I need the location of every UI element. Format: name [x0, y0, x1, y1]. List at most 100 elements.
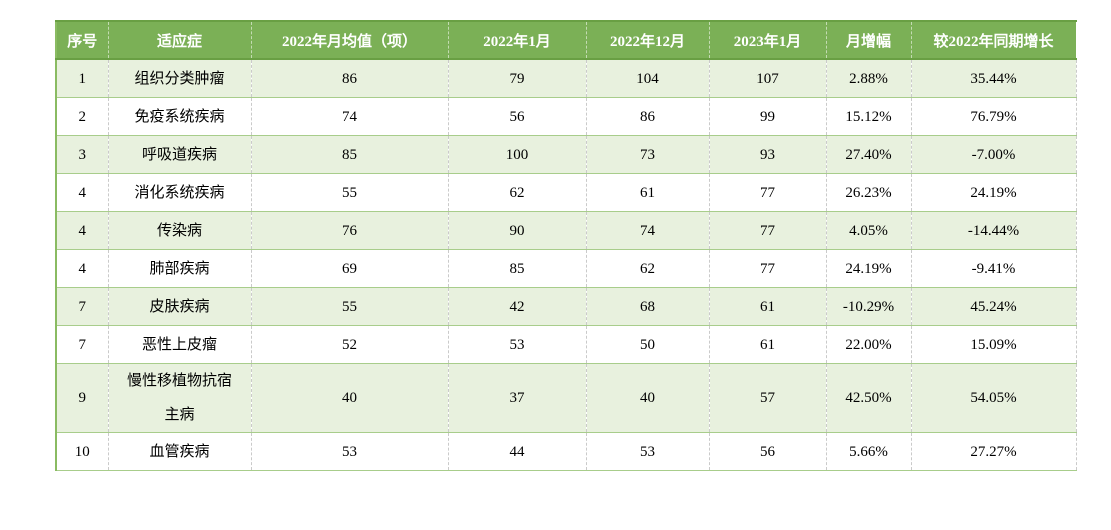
cell-value: 62	[448, 173, 587, 212]
cell-index: 2	[56, 97, 109, 136]
cell-value: -9.41%	[911, 249, 1077, 288]
cell-value: -7.00%	[911, 135, 1077, 174]
cell-value: 77	[709, 173, 827, 212]
cell-value: 54.05%	[911, 363, 1077, 433]
table-row: 2 免疫系统疾病 74 56 86 99 15.12% 76.79%	[56, 97, 1077, 136]
cell-index: 7	[56, 287, 109, 326]
column-header: 2022年12月	[586, 21, 710, 60]
cell-value: 42	[448, 287, 587, 326]
table-row: 9 慢性移植物抗宿主病 40 37 40 57 42.50% 54.05%	[56, 363, 1077, 433]
cell-value: 37	[448, 363, 587, 433]
cell-value: 56	[448, 97, 587, 136]
cell-value: 26.23%	[826, 173, 912, 212]
cell-index: 4	[56, 173, 109, 212]
column-header: 适应症	[108, 21, 252, 60]
cell-indication: 恶性上皮瘤	[108, 325, 252, 364]
cell-indication: 肺部疾病	[108, 249, 252, 288]
header-row: 序号 适应症 2022年月均值（项） 2022年1月 2022年12月 2023年1月 月增…	[56, 21, 1077, 60]
cell-value: 24.19%	[911, 173, 1077, 212]
cell-value: 5.66%	[826, 432, 912, 471]
cell-value: 35.44%	[911, 59, 1077, 98]
cell-value: 79	[448, 59, 587, 98]
column-header: 2022年1月	[448, 21, 587, 60]
cell-value: 52	[251, 325, 449, 364]
table-row: 3 呼吸道疾病 85 100 73 93 27.40% -7.00%	[56, 135, 1077, 174]
cell-value: 62	[586, 249, 710, 288]
cell-value: 4.05%	[826, 211, 912, 250]
table-row: 4 消化系统疾病 55 62 61 77 26.23% 24.19%	[56, 173, 1077, 212]
cell-value: -10.29%	[826, 287, 912, 326]
cell-value: 61	[709, 287, 827, 326]
cell-indication: 组织分类肿瘤	[108, 59, 252, 98]
cell-index: 4	[56, 249, 109, 288]
cell-value: 24.19%	[826, 249, 912, 288]
cell-value: 27.40%	[826, 135, 912, 174]
cell-value: 68	[586, 287, 710, 326]
cell-value: 56	[709, 432, 827, 471]
cell-value: 73	[586, 135, 710, 174]
cell-value: 61	[709, 325, 827, 364]
table-row: 1 组织分类肿瘤 86 79 104 107 2.88% 35.44%	[56, 59, 1077, 98]
cell-value: 85	[448, 249, 587, 288]
cell-value: 86	[586, 97, 710, 136]
cell-value: 74	[586, 211, 710, 250]
cell-value: 85	[251, 135, 449, 174]
cell-value: 53	[586, 432, 710, 471]
cell-index: 10	[56, 432, 109, 471]
table-row: 4 肺部疾病 69 85 62 77 24.19% -9.41%	[56, 249, 1077, 288]
column-header: 2022年月均值（项）	[251, 21, 449, 60]
cell-value: 99	[709, 97, 827, 136]
cell-value: -14.44%	[911, 211, 1077, 250]
cell-value: 86	[251, 59, 449, 98]
cell-value: 22.00%	[826, 325, 912, 364]
cell-index: 4	[56, 211, 109, 250]
cell-value: 40	[251, 363, 449, 433]
cell-value: 57	[709, 363, 827, 433]
cell-indication: 免疫系统疾病	[108, 97, 252, 136]
table-row: 4 传染病 76 90 74 77 4.05% -14.44%	[56, 211, 1077, 250]
cell-index: 7	[56, 325, 109, 364]
column-header: 较2022年同期增长	[911, 21, 1077, 60]
table-body: 1 组织分类肿瘤 86 79 104 107 2.88% 35.44% 2 免疫系统疾病 74 56 8…	[56, 59, 1077, 471]
cell-value: 27.27%	[911, 432, 1077, 471]
cell-value: 15.09%	[911, 325, 1077, 364]
cell-value: 42.50%	[826, 363, 912, 433]
cell-value: 69	[251, 249, 449, 288]
cell-value: 77	[709, 249, 827, 288]
cell-value: 76.79%	[911, 97, 1077, 136]
cell-value: 50	[586, 325, 710, 364]
cell-value: 107	[709, 59, 827, 98]
cell-value: 2.88%	[826, 59, 912, 98]
cell-value: 15.12%	[826, 97, 912, 136]
cell-value: 53	[448, 325, 587, 364]
column-header: 序号	[56, 21, 109, 60]
cell-indication: 皮肤疾病	[108, 287, 252, 326]
cell-value: 74	[251, 97, 449, 136]
indications-table: 序号 适应症 2022年月均值（项） 2022年1月 2022年12月 2023年1月 月增…	[55, 20, 1077, 471]
table-row: 10 血管疾病 53 44 53 56 5.66% 27.27%	[56, 432, 1077, 471]
cell-value: 53	[251, 432, 449, 471]
cell-value: 76	[251, 211, 449, 250]
cell-value: 61	[586, 173, 710, 212]
cell-value: 44	[448, 432, 587, 471]
cell-value: 45.24%	[911, 287, 1077, 326]
cell-value: 90	[448, 211, 587, 250]
cell-index: 3	[56, 135, 109, 174]
cell-index: 9	[56, 363, 109, 433]
table-row: 7 恶性上皮瘤 52 53 50 61 22.00% 15.09%	[56, 325, 1077, 364]
cell-value: 55	[251, 287, 449, 326]
cell-value: 104	[586, 59, 710, 98]
cell-indication: 血管疾病	[108, 432, 252, 471]
cell-indication: 消化系统疾病	[108, 173, 252, 212]
cell-indication: 传染病	[108, 211, 252, 250]
indications-table-container: 序号 适应症 2022年月均值（项） 2022年1月 2022年12月 2023年1月 月增…	[55, 20, 1077, 471]
cell-value: 100	[448, 135, 587, 174]
cell-index: 1	[56, 59, 109, 98]
cell-value: 40	[586, 363, 710, 433]
cell-indication: 慢性移植物抗宿主病	[108, 363, 252, 433]
cell-value: 93	[709, 135, 827, 174]
cell-value: 77	[709, 211, 827, 250]
table-row: 7 皮肤疾病 55 42 68 61 -10.29% 45.24%	[56, 287, 1077, 326]
cell-value: 55	[251, 173, 449, 212]
column-header: 月增幅	[826, 21, 912, 60]
